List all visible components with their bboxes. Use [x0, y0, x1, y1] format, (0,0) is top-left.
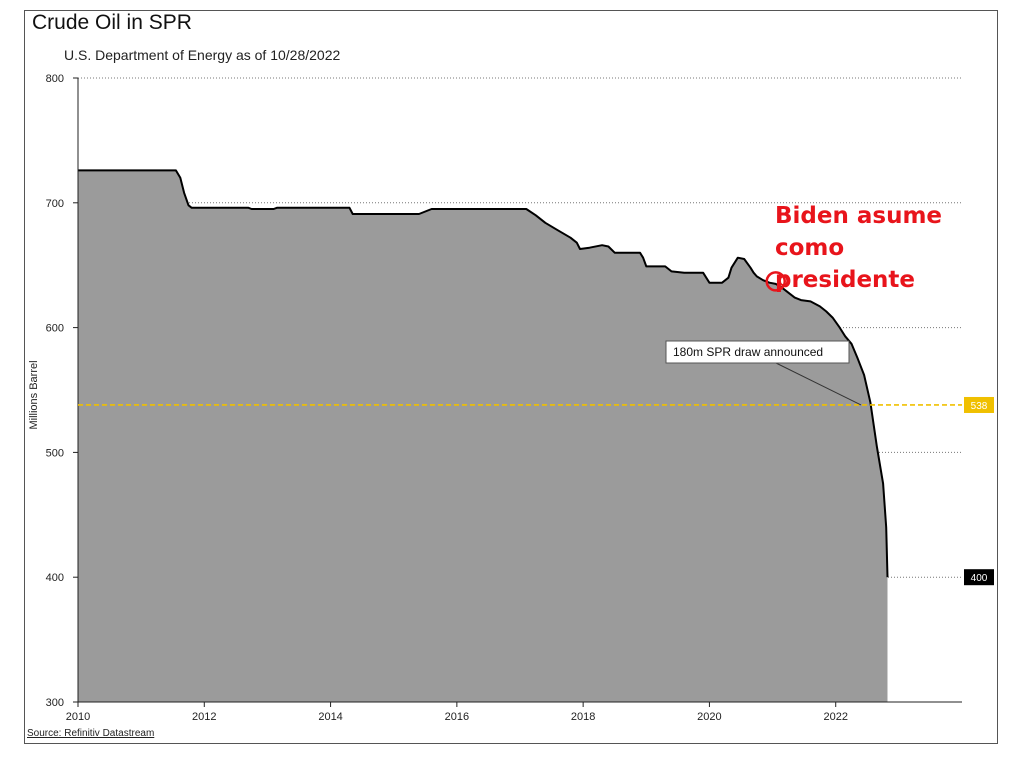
- reference-tag-label: 538: [971, 401, 988, 412]
- y-axis-label: Millions Barrel: [28, 360, 40, 429]
- x-tick-label-2014: 2014: [318, 711, 342, 723]
- source-link[interactable]: Source: Refinitiv Datastream: [27, 728, 155, 739]
- end-value-tag-label: 400: [971, 573, 988, 584]
- callout-text: 180m SPR draw announced: [673, 345, 823, 359]
- x-tick-label-2016: 2016: [445, 711, 469, 723]
- y-tick-label-800: 800: [46, 73, 64, 85]
- chart-title: Crude Oil in SPR: [32, 11, 192, 34]
- highlight-annotation: Biden asume como presidente: [775, 203, 943, 293]
- highlight-circle: [765, 271, 786, 292]
- y-tick-label-700: 700: [46, 198, 64, 210]
- area-layer: [78, 169, 889, 702]
- x-tick-label-2020: 2020: [697, 711, 721, 723]
- reference-layer: 538 400: [78, 396, 994, 586]
- axis-layer: 300 400 500 600 700 800 2010 2012 2014 2016 2018 20…: [46, 73, 962, 723]
- y-tick-label-600: 600: [46, 323, 64, 335]
- y-tick-label-300: 300: [46, 697, 64, 709]
- reference-tag-bg: [964, 396, 994, 413]
- callout-layer: 180m SPR draw announced: [665, 271, 862, 406]
- x-tick-label-2012: 2012: [192, 711, 216, 723]
- y-tick-label-500: 500: [46, 447, 64, 459]
- callout-leader-line: [775, 362, 862, 406]
- x-tick-label-2018: 2018: [571, 711, 595, 723]
- chart-subtitle: U.S. Department of Energy as of 10/28/20…: [64, 47, 341, 63]
- x-tick-label-2022: 2022: [823, 711, 847, 723]
- y-tick-label-400: 400: [46, 572, 64, 584]
- chart-frame: [24, 10, 998, 744]
- series-line: [78, 169, 889, 578]
- x-tick-label-2010: 2010: [66, 711, 90, 723]
- end-value-tag-bg: [964, 569, 994, 586]
- callout-box: [665, 340, 850, 364]
- series-area: [78, 170, 888, 702]
